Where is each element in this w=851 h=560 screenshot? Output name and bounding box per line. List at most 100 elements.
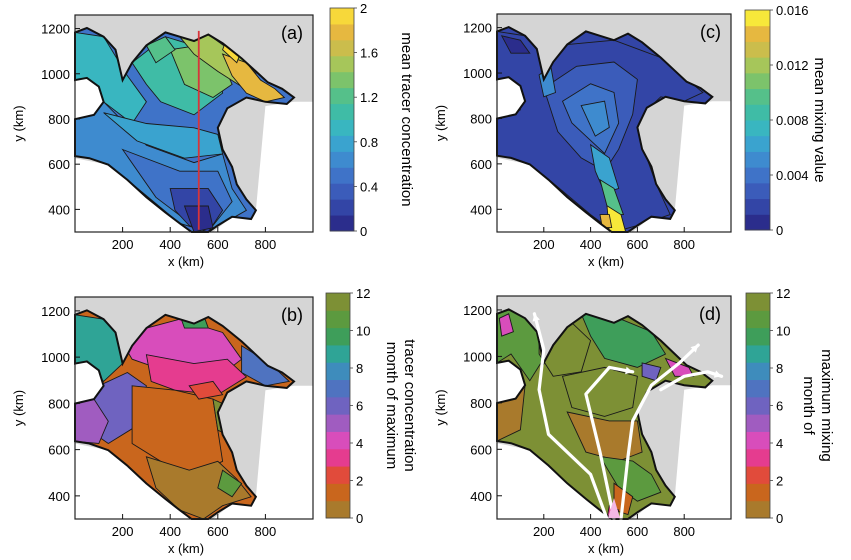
colorbar-swatch — [330, 135, 354, 152]
colorbar: 0 0.004 0.008 0.012 0.016 mean mixing value — [744, 3, 828, 238]
contour-region — [500, 35, 531, 54]
colorbar-label: tracer concentration — [401, 339, 418, 472]
colorbar-swatch — [746, 293, 770, 311]
land-area-east — [632, 385, 731, 519]
colorbar-swatch — [746, 448, 770, 467]
open-boundary — [497, 358, 526, 403]
inflow-arrow-tip — [608, 498, 620, 519]
colorbar-swatch — [330, 39, 354, 57]
coastline — [496, 26, 714, 233]
colorbar-tick-label: 12 — [356, 286, 370, 301]
colorbar-swatch — [745, 10, 770, 27]
colorbar-swatch — [326, 293, 350, 311]
field — [497, 27, 713, 232]
panel-a: 200 400 600 800 400 600 800 1000 1200 x (km) y (km… — [11, 1, 415, 269]
colorbar-tick-label: 8 — [356, 361, 363, 376]
colorbar-swatch — [326, 500, 350, 519]
panel-label: (c) — [700, 22, 721, 42]
colorbar-swatch — [746, 466, 770, 484]
contour-region — [188, 380, 224, 400]
land-area-south — [75, 158, 192, 232]
colorbar-tick-label: 0 — [356, 511, 363, 526]
colorbar-tick-label: 10 — [776, 324, 790, 339]
panel-d: 200 400 600 800 400 600 800 1000 1200 x (km) y (km… — [433, 286, 835, 556]
circulation-arrow — [532, 312, 609, 521]
colorbar-swatch — [330, 151, 354, 168]
land-area-east — [632, 101, 731, 232]
colorbar-swatch — [745, 72, 770, 90]
y-tick-label: 800 — [470, 111, 492, 126]
y-tick-label: 1200 — [41, 22, 70, 37]
colorbar-swatch — [745, 198, 770, 215]
colorbar-label: month of maximum — [383, 342, 400, 470]
colorbar-swatch — [746, 500, 770, 519]
coastline — [74, 26, 296, 233]
colorbar-swatch — [746, 362, 770, 381]
arrow-head — [713, 370, 722, 378]
colorbar-swatch — [326, 396, 350, 415]
colorbar: 0 2 4 6 8 10 12 month of maximum mixing — [745, 286, 835, 526]
colorbar-label: month of — [800, 376, 817, 435]
colorbar-tick-label: 0 — [776, 511, 783, 526]
colorbar-tick-label: 0.4 — [360, 179, 378, 194]
y-tick-label: 400 — [470, 202, 492, 217]
x-tick-label: 800 — [673, 237, 695, 252]
y-tick-label: 600 — [470, 157, 492, 172]
x-axis-label: x (km) — [168, 254, 204, 269]
open-boundary — [497, 75, 526, 119]
arrow-head — [690, 345, 699, 353]
colorbar-swatch — [745, 214, 770, 231]
colorbar-label: mean tracer concentration — [398, 32, 415, 206]
contour-region — [145, 36, 176, 64]
x-tick-label: 200 — [533, 237, 555, 252]
contour-region — [217, 469, 243, 498]
colorbar-tick-label: 6 — [776, 399, 783, 414]
colorbar-swatch — [326, 379, 350, 398]
x-tick-label: 600 — [207, 524, 229, 539]
panel-label-box: (a) — [281, 23, 303, 43]
colorbar-swatch — [746, 327, 770, 346]
contour-region — [131, 385, 224, 476]
colorbar-swatch — [746, 483, 770, 502]
x-tick-label: 400 — [159, 237, 181, 252]
colorbar-tick-label: 0.012 — [776, 58, 809, 73]
colorbar-swatch — [326, 431, 350, 450]
colorbar-tick-label: 0 — [776, 223, 783, 238]
circulation-arrow — [659, 370, 724, 392]
open-boundary — [75, 75, 104, 120]
colorbar-tick-label: 0.8 — [360, 135, 378, 150]
axes-frame — [496, 295, 732, 520]
y-tick-label: 400 — [48, 489, 70, 504]
y-tick-label: 1200 — [41, 304, 70, 319]
colorbar-label: mean mixing value — [811, 57, 828, 182]
x-tick-label: 200 — [112, 237, 134, 252]
colorbar-swatch — [745, 151, 770, 168]
colorbar-tick-label: 2 — [776, 474, 783, 489]
y-axis-label: y (km) — [11, 105, 26, 141]
colorbar-tick-label: 1.6 — [360, 46, 378, 61]
coastline — [496, 308, 714, 520]
colorbar-swatch — [746, 396, 770, 415]
x-axis-label: x (km) — [168, 541, 204, 556]
colorbar-swatch — [326, 362, 350, 381]
y-tick-label: 600 — [48, 443, 70, 458]
panel-label: (a) — [281, 23, 303, 43]
colorbar-swatch — [746, 310, 770, 329]
x-tick-label: 600 — [627, 524, 649, 539]
y-axis-label: y (km) — [433, 389, 448, 425]
panel-label: (d) — [699, 304, 721, 324]
y-tick-label: 1200 — [463, 303, 492, 318]
x-tick-label: 600 — [207, 237, 229, 252]
axes-frame — [496, 13, 732, 233]
colorbar-swatch — [745, 57, 770, 74]
colorbar-tick-label: 0.008 — [776, 113, 809, 128]
colorbar-swatch — [330, 103, 354, 120]
colorbar-frame — [329, 7, 355, 232]
contour-region — [580, 100, 610, 137]
arrow-head — [532, 313, 540, 322]
y-tick-label: 800 — [48, 112, 70, 127]
panel-label-box: (b) — [281, 305, 303, 325]
colorbar-swatch — [745, 135, 770, 152]
colorbar: 0 2 4 6 8 10 12 month of maximum tracer concentr… — [325, 286, 418, 526]
